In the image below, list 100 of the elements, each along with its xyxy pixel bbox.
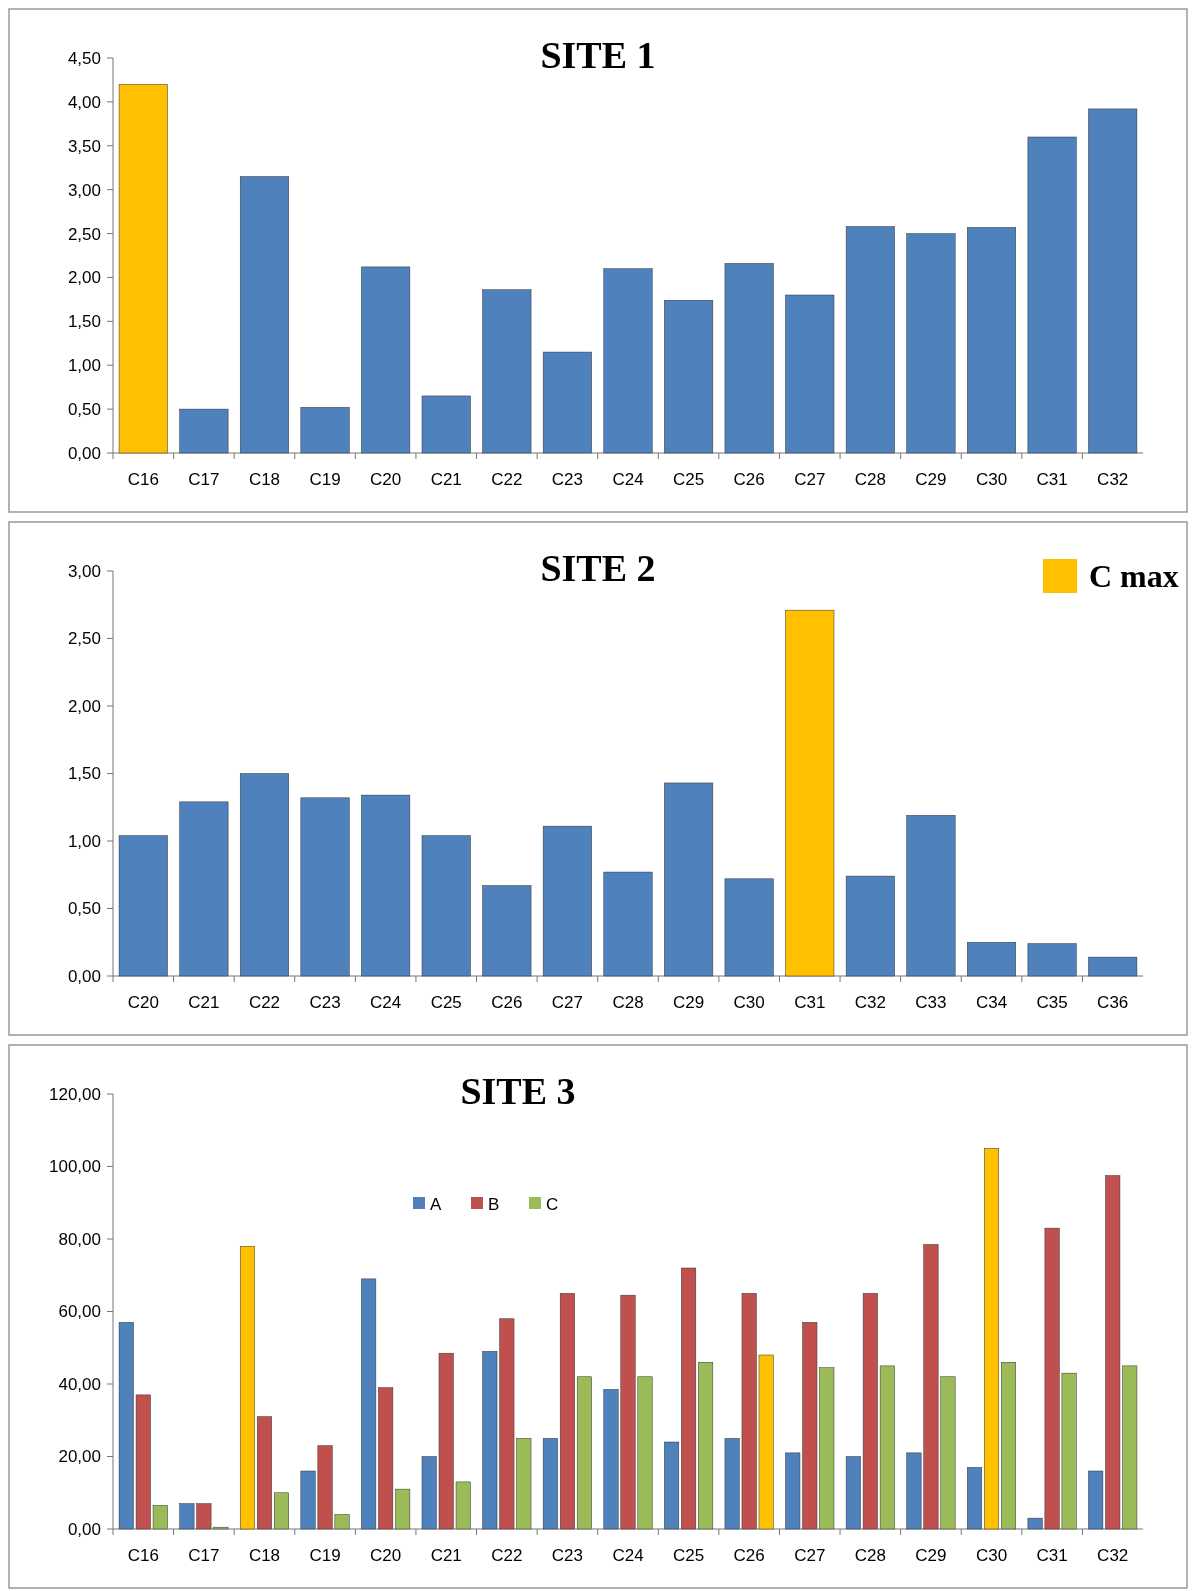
x-tick-label: C35 — [1036, 993, 1068, 1012]
y-tick-label: 4,50 — [67, 48, 101, 68]
bar — [559, 1293, 575, 1530]
x-tick-label: C16 — [127, 470, 159, 489]
bar — [239, 176, 289, 454]
x-tick-label: C16 — [127, 1546, 159, 1565]
bar — [681, 1267, 697, 1530]
bar — [118, 835, 168, 977]
x-tick-label: C29 — [672, 993, 705, 1012]
chart-title: SITE 3 — [460, 1070, 576, 1112]
x-tick-label: C24 — [370, 993, 402, 1012]
bar — [421, 395, 471, 454]
x-tick-label: C28 — [854, 1546, 886, 1565]
bar — [179, 408, 229, 454]
y-tick-label: 2,50 — [67, 224, 101, 244]
x-tick-label: C27 — [794, 1546, 826, 1565]
bar — [274, 1492, 289, 1530]
y-tick-label: 100,00 — [49, 1157, 101, 1177]
bar — [845, 226, 895, 454]
x-tick-label: C20 — [370, 470, 402, 489]
y-tick-label: 80,00 — [58, 1229, 101, 1249]
bar — [845, 875, 895, 977]
bar — [300, 407, 350, 454]
x-tick-label: C31 — [1036, 1546, 1068, 1565]
bar — [300, 797, 350, 977]
x-tick-label: C30 — [975, 1546, 1008, 1565]
x-tick-label: C29 — [915, 470, 947, 489]
x-tick-label: C30 — [975, 470, 1008, 489]
bar — [1027, 943, 1077, 977]
x-tick-label: C20 — [370, 1546, 402, 1565]
x-tick-label: C26 — [733, 470, 765, 489]
bar — [906, 815, 956, 977]
bar — [542, 351, 592, 454]
bar — [906, 233, 956, 454]
y-tick-label: 3,00 — [67, 180, 101, 200]
legend-label: C — [546, 1194, 559, 1214]
bar — [664, 300, 714, 454]
bar — [1088, 956, 1138, 977]
x-tick-label: C31 — [1036, 470, 1068, 489]
bar — [785, 609, 835, 977]
y-tick-label: 60,00 — [58, 1302, 101, 1322]
x-tick-label: C18 — [248, 470, 281, 489]
bar — [542, 825, 592, 977]
x-tick-label: C31 — [794, 993, 826, 1012]
x-tick-label: C26 — [491, 993, 523, 1012]
y-tick-label: 2,00 — [67, 696, 101, 716]
x-tick-label: C32 — [854, 993, 886, 1012]
bar — [482, 289, 532, 454]
legend-label: A — [430, 1194, 442, 1214]
bar — [698, 1362, 714, 1530]
x-tick-label: C36 — [1097, 993, 1129, 1012]
bar — [576, 1376, 592, 1530]
bar — [724, 878, 774, 977]
bar — [118, 84, 168, 454]
bar — [361, 266, 411, 454]
y-tick-label: 0,50 — [67, 899, 101, 919]
bar — [239, 773, 289, 977]
legend-label: B — [488, 1194, 500, 1214]
y-tick-label: 0,00 — [67, 1519, 101, 1539]
bar — [482, 885, 532, 977]
x-tick-label: C23 — [551, 470, 584, 489]
x-tick-label: C34 — [975, 993, 1008, 1012]
x-tick-label: C27 — [551, 993, 584, 1012]
x-tick-label: C22 — [491, 470, 523, 489]
bar — [664, 782, 714, 977]
x-tick-label: C17 — [188, 470, 220, 489]
x-tick-label: C30 — [733, 993, 765, 1012]
bar — [1088, 108, 1138, 454]
y-tick-label: 3,00 — [67, 561, 101, 581]
x-tick-label: C32 — [1097, 470, 1129, 489]
x-tick-label: C18 — [248, 1546, 281, 1565]
y-tick-label: 20,00 — [58, 1447, 101, 1467]
y-tick-label: 40,00 — [58, 1374, 101, 1394]
x-tick-label: C33 — [915, 993, 947, 1012]
y-tick-label: 2,00 — [67, 268, 101, 288]
x-tick-label: C24 — [612, 1546, 644, 1565]
x-tick-label: C21 — [188, 993, 220, 1012]
x-tick-label: C21 — [430, 470, 462, 489]
x-tick-label: C28 — [854, 470, 886, 489]
y-tick-label: 0,00 — [67, 966, 101, 986]
bar — [239, 1246, 255, 1530]
x-tick-label: C20 — [127, 993, 159, 1012]
annotation: C max — [1089, 558, 1179, 595]
x-tick-label: C17 — [188, 1546, 220, 1565]
bar — [421, 835, 471, 977]
y-tick-label: 1,00 — [67, 831, 101, 851]
bar — [603, 268, 653, 454]
bar — [1001, 1362, 1017, 1530]
y-tick-label: 3,50 — [67, 136, 101, 156]
bar — [361, 794, 411, 977]
chart-title: SITE 1 — [540, 34, 656, 76]
bar — [603, 871, 653, 977]
x-tick-label: C25 — [430, 993, 462, 1012]
bar — [967, 942, 1017, 977]
x-tick-label: C23 — [309, 993, 341, 1012]
bar — [967, 227, 1017, 454]
bar — [664, 1441, 680, 1530]
x-tick-label: C19 — [309, 1546, 341, 1565]
bar — [984, 1148, 1000, 1530]
bar — [785, 294, 835, 454]
